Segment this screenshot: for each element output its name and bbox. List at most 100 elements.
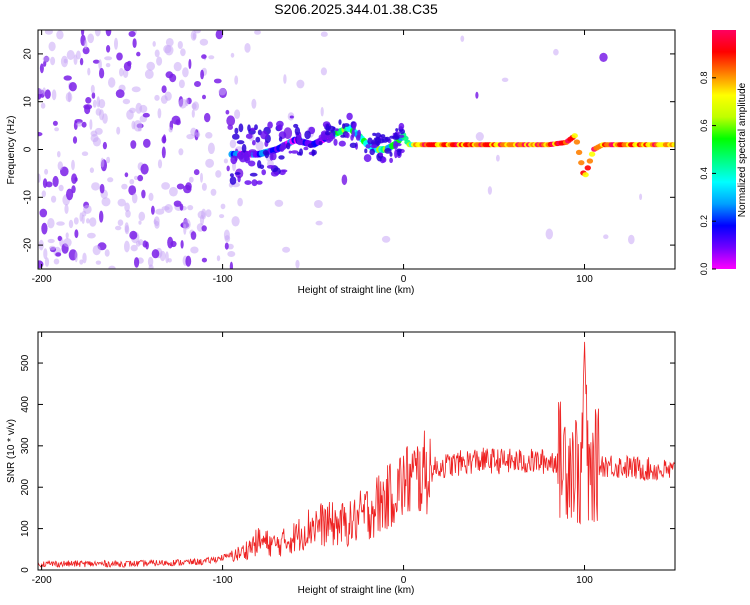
- noise-blob: [182, 218, 191, 230]
- noise-blob: [231, 216, 240, 227]
- noise-blob: [87, 67, 91, 76]
- x-tick-label: -200: [32, 274, 52, 285]
- noise-blob: [65, 232, 69, 239]
- noise-blob: [95, 260, 102, 265]
- noise-blob: [295, 259, 300, 269]
- noise-blob: [74, 250, 78, 263]
- noise-blob: [87, 33, 94, 44]
- noise-blob: [208, 55, 215, 60]
- noise-blob: [190, 231, 197, 240]
- noise-blob: [129, 230, 138, 240]
- snr-series-line: [38, 341, 675, 568]
- noise-blob: [82, 252, 87, 264]
- noise-blob: [202, 94, 206, 100]
- ridge-blob: [340, 134, 346, 138]
- noise-blob: [91, 182, 100, 191]
- ridge-blob: [311, 149, 317, 156]
- ridge-blob: [381, 156, 387, 163]
- noise-blob: [213, 78, 222, 84]
- noise-blob: [315, 220, 323, 226]
- noise-blob: [99, 183, 105, 194]
- noise-blob: [43, 248, 48, 260]
- ridge-blob: [252, 140, 256, 146]
- ridge-blob: [248, 160, 256, 167]
- noise-blob: [223, 158, 228, 164]
- noise-blob: [128, 31, 136, 37]
- noise-blob: [92, 245, 101, 256]
- noise-blob: [234, 75, 239, 85]
- ridge-blob: [261, 169, 267, 176]
- noise-blob: [108, 77, 116, 88]
- noise-blob: [178, 98, 187, 109]
- noise-blob: [126, 109, 134, 120]
- noise-blob: [496, 154, 500, 162]
- ridge-blob: [330, 135, 336, 140]
- ridge-blob: [279, 145, 285, 152]
- ridge-blob: [398, 134, 405, 138]
- y-tick-label: 100: [20, 520, 31, 537]
- ridge-blob: [384, 148, 392, 154]
- noise-blob: [130, 244, 138, 252]
- noise-blob: [55, 252, 62, 257]
- ridge-blob: [363, 154, 372, 163]
- noise-blob: [173, 61, 182, 72]
- ridge-blob: [259, 164, 265, 170]
- noise-blob: [123, 61, 132, 72]
- ridge-blob: [248, 149, 257, 153]
- ridge-blob: [247, 124, 251, 132]
- noise-blob: [138, 239, 144, 246]
- noise-blob: [51, 89, 57, 101]
- noise-blob: [215, 170, 222, 178]
- noise-blob: [83, 104, 93, 110]
- colorbar: 0.0 0.2 0.4 0.6 0.8 Normalized spectral ampl…: [699, 30, 748, 275]
- ridge-blob: [234, 127, 239, 135]
- noise-blob: [56, 221, 65, 226]
- noise-blob: [140, 163, 149, 175]
- ridge-blob: [398, 122, 405, 130]
- ridge-blob: [254, 124, 258, 131]
- figure-title: S206.2025.344.01.38.C35: [274, 1, 438, 17]
- ridge-blob: [394, 142, 402, 147]
- noise-blob: [274, 199, 284, 207]
- noise-blob: [52, 175, 59, 188]
- noise-blob: [148, 192, 154, 201]
- noise-blob: [102, 113, 108, 124]
- noise-blob: [99, 210, 104, 223]
- noise-blob: [68, 219, 74, 229]
- noise-blob: [139, 104, 148, 113]
- ridge-blob: [394, 149, 398, 159]
- noise-blob: [204, 112, 211, 123]
- ridge-blob: [395, 128, 399, 132]
- noise-blob: [51, 195, 57, 203]
- ridge-blob: [318, 134, 325, 141]
- y-tick-label: -20: [23, 237, 34, 252]
- noise-blob: [154, 221, 160, 229]
- ridge-blob: [288, 150, 292, 154]
- ridge-blob: [349, 142, 357, 148]
- noise-blob: [138, 220, 142, 225]
- ridge-blob: [393, 132, 398, 139]
- noise-blob: [168, 127, 173, 133]
- noise-blob: [56, 30, 64, 40]
- noise-blob: [54, 127, 59, 132]
- ridge-mark: [588, 151, 596, 157]
- noise-blob: [50, 56, 56, 66]
- noise-blob: [599, 52, 608, 63]
- noise-blob: [487, 186, 492, 195]
- ridge-blob: [299, 148, 303, 156]
- ridge-blob: [380, 134, 386, 138]
- noise-blob: [152, 41, 156, 47]
- noise-blob: [218, 88, 227, 96]
- noise-blob: [219, 214, 225, 219]
- noise-blob: [226, 115, 236, 126]
- ridge-blob: [389, 152, 393, 157]
- noise-blob: [99, 67, 105, 79]
- ridge-blob: [234, 172, 241, 175]
- ridge-blob: [318, 140, 323, 146]
- noise-blob: [185, 182, 192, 191]
- noise-blob: [114, 37, 118, 50]
- spectrogram-x-label: Height of straight line (km): [298, 285, 415, 296]
- y-tick-label: 0: [20, 567, 31, 573]
- ridge-blob: [376, 140, 380, 147]
